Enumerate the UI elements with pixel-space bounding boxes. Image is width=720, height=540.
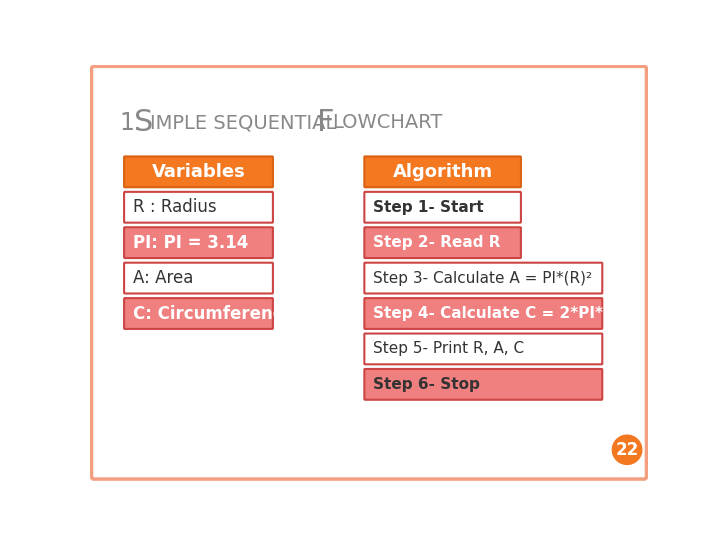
Text: Step 5- Print R, A, C: Step 5- Print R, A, C: [373, 341, 524, 356]
FancyBboxPatch shape: [364, 227, 521, 258]
Text: A: Area: A: Area: [132, 269, 193, 287]
Text: LOWCHART: LOWCHART: [333, 113, 443, 132]
FancyBboxPatch shape: [364, 298, 602, 329]
FancyBboxPatch shape: [124, 298, 273, 329]
Circle shape: [612, 435, 642, 464]
FancyBboxPatch shape: [364, 262, 602, 294]
Text: PI: PI = 3.14: PI: PI = 3.14: [132, 234, 248, 252]
FancyBboxPatch shape: [124, 262, 273, 294]
FancyBboxPatch shape: [124, 157, 273, 187]
Text: Step 3- Calculate A = PI*(R)²: Step 3- Calculate A = PI*(R)²: [373, 271, 592, 286]
Text: Step 2- Read R: Step 2- Read R: [373, 235, 500, 250]
Text: R : Radius: R : Radius: [132, 198, 216, 216]
FancyBboxPatch shape: [364, 192, 521, 222]
FancyBboxPatch shape: [124, 192, 273, 222]
Text: F: F: [317, 108, 335, 137]
Text: 1.: 1.: [120, 111, 142, 134]
Text: Step 1- Start: Step 1- Start: [373, 200, 484, 215]
FancyBboxPatch shape: [124, 227, 273, 258]
Text: Step 6- Stop: Step 6- Stop: [373, 377, 480, 392]
FancyBboxPatch shape: [364, 334, 602, 364]
Text: Step 4- Calculate C = 2*PI*R: Step 4- Calculate C = 2*PI*R: [373, 306, 615, 321]
Text: 22: 22: [616, 441, 639, 459]
Text: C: Circumference: C: Circumference: [132, 305, 294, 322]
FancyBboxPatch shape: [364, 157, 521, 187]
Text: Algorithm: Algorithm: [392, 163, 492, 181]
FancyBboxPatch shape: [91, 66, 647, 479]
Text: Variables: Variables: [152, 163, 246, 181]
Text: S: S: [134, 108, 153, 137]
FancyBboxPatch shape: [364, 369, 602, 400]
Text: IMPLE SEQUENTIAL: IMPLE SEQUENTIAL: [150, 113, 342, 132]
